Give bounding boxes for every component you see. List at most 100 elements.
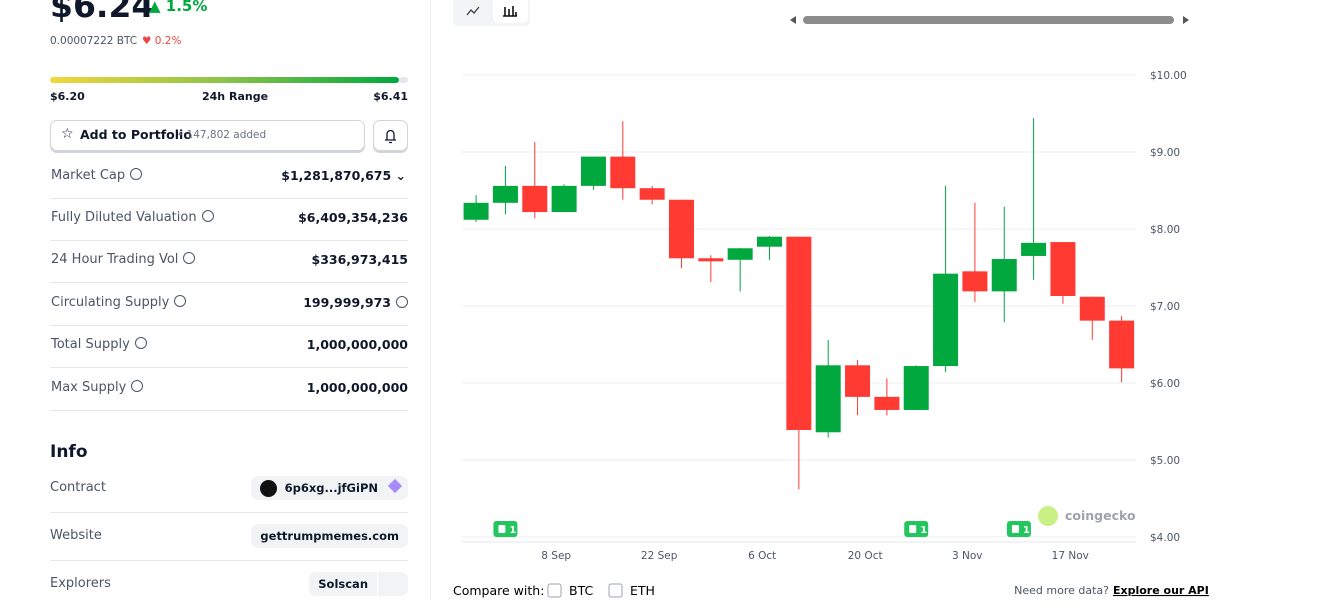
event-icon	[1011, 525, 1019, 533]
stat-label-text: Market Cap	[51, 168, 126, 183]
line-toggle[interactable]	[466, 6, 480, 16]
stat-value: $6,409,354,236	[298, 210, 408, 225]
checkbox[interactable]	[547, 583, 562, 598]
x-tick-label: 17 Nov	[1052, 550, 1089, 562]
stat-label: Max Supply	[51, 380, 144, 395]
info-label: Contract	[50, 480, 106, 495]
candle-body	[668, 199, 694, 259]
x-tick-label: 20 Oct	[848, 550, 883, 562]
stat-label-text: Fully Diluted Valuation	[51, 210, 197, 225]
stat-row: Total Supply 1,000,000,000	[50, 325, 408, 368]
candle-body	[962, 271, 988, 292]
watermark: coingecko	[1065, 508, 1136, 523]
candle-body	[903, 366, 929, 410]
stat-label-text: Total Supply	[51, 337, 130, 352]
x-tick-label: 22 Sep	[641, 550, 678, 562]
portfolio-label: Add to Portfolio	[80, 127, 192, 142]
price-change-value: 1.5%	[165, 0, 208, 15]
candle-body	[698, 258, 724, 262]
candle-body	[874, 396, 900, 410]
stat-label-text: 24 Hour Trading Vol	[51, 252, 179, 267]
info-row: Contract 6p6xg...jfGiPN	[50, 464, 408, 513]
candle-body	[845, 365, 871, 397]
btc-change-value: 0.2%	[154, 35, 182, 47]
x-tick-label: 6 Oct	[748, 550, 776, 562]
candle-body	[522, 185, 548, 213]
candle-body	[727, 248, 753, 260]
info-title: Info	[50, 442, 88, 462]
star-icon: ☆	[61, 126, 74, 142]
candle-body	[551, 185, 577, 213]
bell-icon	[385, 129, 396, 144]
stat-row: Circulating Supply 199,999,973	[50, 283, 408, 326]
candle-body	[492, 185, 518, 203]
stat-row: Max Supply 1,000,000,000	[50, 368, 408, 411]
event-label: 1	[920, 525, 927, 536]
solana-icon	[259, 480, 277, 497]
scrollbar[interactable]	[803, 16, 1174, 24]
compare-label: Compare with:	[453, 583, 544, 598]
info-row: Explorers Solscan	[50, 560, 408, 608]
explorer-value: Solscan	[318, 577, 368, 591]
range-low: $6.20	[50, 90, 85, 103]
event-label: 1	[509, 525, 516, 536]
contract-value: 6p6xg...jfGiPN	[284, 481, 378, 495]
stat-row: 24 Hour Trading Vol $336,973,415	[50, 240, 408, 283]
event-label: 1	[1023, 525, 1030, 536]
stat-value: 199,999,973	[303, 295, 408, 310]
stat-label-text: Max Supply	[51, 380, 127, 395]
y-tick-label: $7.00	[1150, 301, 1180, 313]
divider	[430, 0, 431, 600]
y-tick-label: $5.00	[1150, 455, 1180, 467]
range-high: $6.41	[373, 90, 408, 103]
range-label: 24h Range	[202, 90, 269, 103]
stat-label: Circulating Supply	[51, 295, 187, 310]
info-label: Website	[50, 528, 102, 543]
candle-body	[757, 236, 783, 247]
candle-body	[1050, 242, 1076, 296]
candle-toggle[interactable]	[493, 0, 528, 23]
x-tick-label: 3 Nov	[952, 550, 983, 562]
stat-row: Market Cap $1,281,870,675 ⌄	[50, 156, 408, 199]
api-link[interactable]: Explore our API	[1113, 584, 1209, 597]
event-icon	[498, 525, 506, 533]
candle-body	[933, 273, 959, 367]
candle-icon	[503, 6, 517, 17]
btc-price: 0.00007222 BTC	[50, 35, 138, 47]
checkbox[interactable]	[608, 583, 623, 598]
watermark-logo	[1038, 506, 1058, 526]
explorer-dropdown[interactable]	[377, 572, 408, 596]
explorer-pill[interactable]: Solscan	[309, 572, 408, 596]
portfolio-button[interactable]: ☆ Add to Portfolio • 147,802 added	[50, 120, 365, 151]
btc-change: ♥ 0.2%	[142, 35, 182, 47]
info-label: Explorers	[50, 576, 111, 591]
compare-option: BTC	[569, 583, 593, 598]
candle-body	[1021, 242, 1047, 256]
portfolio-added: • 147,802 added	[177, 129, 267, 141]
y-tick-label: $4.00	[1150, 532, 1180, 544]
range-track	[399, 77, 408, 83]
candle-body	[639, 188, 665, 200]
stat-value: $1,281,870,675 ⌄	[281, 168, 406, 183]
stat-value: $336,973,415	[311, 252, 408, 267]
price-change: ▲ 1.5%	[149, 0, 207, 15]
y-tick-label: $9.00	[1150, 147, 1180, 159]
candle-body	[815, 365, 841, 433]
alert-button[interactable]	[373, 120, 408, 151]
candle-body	[580, 156, 606, 186]
compare-option: ETH	[630, 583, 655, 598]
stat-label: Total Supply	[51, 337, 147, 352]
candle-body	[1109, 320, 1135, 369]
stat-label: Market Cap	[51, 168, 143, 183]
stat-value: 1,000,000,000	[306, 380, 408, 395]
candle-body	[991, 259, 1017, 292]
website-pill[interactable]: gettrumpmemes.com	[251, 524, 408, 548]
candle-body	[786, 236, 812, 430]
contract-pill[interactable]: 6p6xg...jfGiPN	[250, 476, 408, 500]
stat-value: 1,000,000,000	[306, 337, 408, 352]
stat-row: Fully Diluted Valuation $6,409,354,236	[50, 198, 408, 241]
info-row: Website gettrumpmemes.com	[50, 512, 408, 561]
event-icon	[909, 525, 917, 533]
